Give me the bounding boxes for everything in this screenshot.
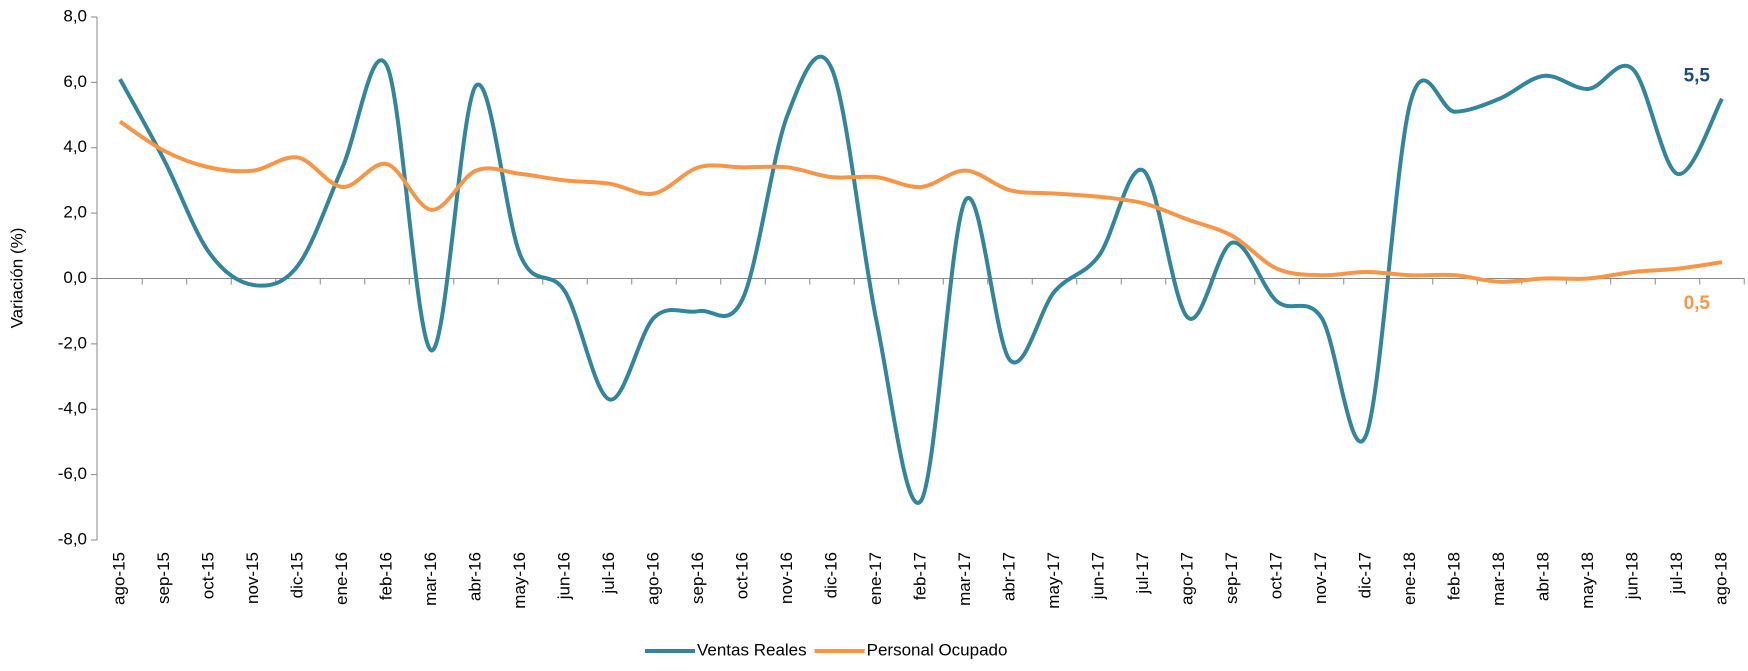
x-tick-label: ene-18	[1400, 552, 1419, 605]
x-tick-label: nov-15	[243, 552, 262, 604]
y-axis-title: Variación (%)	[7, 228, 26, 329]
series-line	[118, 54, 1724, 505]
x-tick-label: may-18	[1578, 552, 1597, 609]
x-tick-label: dic-15	[287, 552, 306, 598]
x-tick-label: ago-17	[1177, 552, 1196, 605]
x-tick-label: feb-17	[910, 552, 929, 600]
x-tick-label: sep-16	[688, 552, 707, 604]
x-tick-label: jul-17	[1133, 552, 1152, 595]
x-tick-label: dic-16	[821, 552, 840, 598]
y-tick-label: 6,0	[63, 72, 87, 91]
x-tick-label: ago-15	[109, 552, 128, 605]
y-tick-label: -6,0	[58, 464, 87, 483]
x-tick-label: oct-16	[732, 552, 751, 599]
x-tick-label: mar-16	[421, 552, 440, 606]
x-tick-label: jun-18	[1622, 552, 1641, 600]
y-tick-label: 4,0	[63, 137, 87, 156]
x-tick-label: sep-15	[154, 552, 173, 604]
x-tick-label: jul-16	[599, 552, 618, 595]
x-tick-label: nov-16	[777, 552, 796, 604]
x-tick-label: feb-16	[376, 552, 395, 600]
x-tick-label: ene-17	[866, 552, 885, 605]
x-tick-label: feb-18	[1444, 552, 1463, 600]
x-tick-label: jul-18	[1667, 552, 1686, 595]
y-tick-label: 2,0	[63, 203, 87, 222]
x-tick-label: ago-18	[1711, 552, 1730, 605]
x-tick-label: dic-17	[1355, 552, 1374, 598]
y-tick-label: 8,0	[63, 6, 87, 25]
x-tick-label: oct-17	[1266, 552, 1285, 599]
x-tick-label: abr-16	[465, 552, 484, 601]
x-tick-label: abr-18	[1533, 552, 1552, 601]
x-tick-label: abr-17	[999, 552, 1018, 601]
y-tick-label: -8,0	[58, 529, 87, 548]
x-tick-label: sep-17	[1222, 552, 1241, 604]
legend-label: Personal Ocupado	[867, 640, 1008, 659]
x-tick-label: may-17	[1044, 552, 1063, 609]
x-tick-label: ago-16	[643, 552, 662, 605]
data-label: 5,5	[1684, 66, 1711, 87]
y-tick-label: -2,0	[58, 333, 87, 352]
series-line	[118, 119, 1723, 284]
x-tick-label: mar-18	[1489, 552, 1508, 606]
x-tick-label: nov-17	[1311, 552, 1330, 604]
x-tick-label: jun-17	[1088, 552, 1107, 600]
x-tick-label: oct-15	[198, 552, 217, 599]
x-tick-label: jun-16	[554, 552, 573, 600]
x-tick-label: ene-16	[332, 552, 351, 605]
y-tick-label: -4,0	[58, 399, 87, 418]
data-label: 0,5	[1684, 293, 1711, 314]
legend-label: Ventas Reales	[697, 640, 807, 659]
x-tick-label: mar-17	[955, 552, 974, 606]
y-tick-label: 0,0	[63, 268, 87, 287]
x-tick-label: may-16	[510, 552, 529, 609]
